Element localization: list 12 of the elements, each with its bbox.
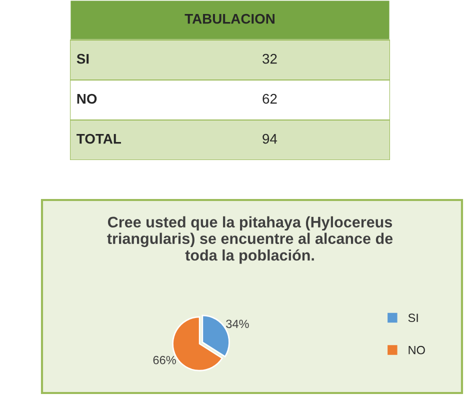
text: 94 [262,134,278,144]
data-label: 66% [153,356,176,364]
text: NO [77,94,97,104]
chart-title: Cree usted que la pitahaya (Hylocereus triangularis) se encuentre al alcance de toda la población. [107,216,393,264]
legend-label: NO [408,346,425,354]
text: SI [76,54,89,64]
text: 32 [262,54,277,64]
text: TOTAL [76,134,121,144]
data-label: 34% [226,320,249,328]
legend-label: SI [408,314,418,322]
text: TABULACION [184,14,274,24]
text: 62 [262,94,277,104]
